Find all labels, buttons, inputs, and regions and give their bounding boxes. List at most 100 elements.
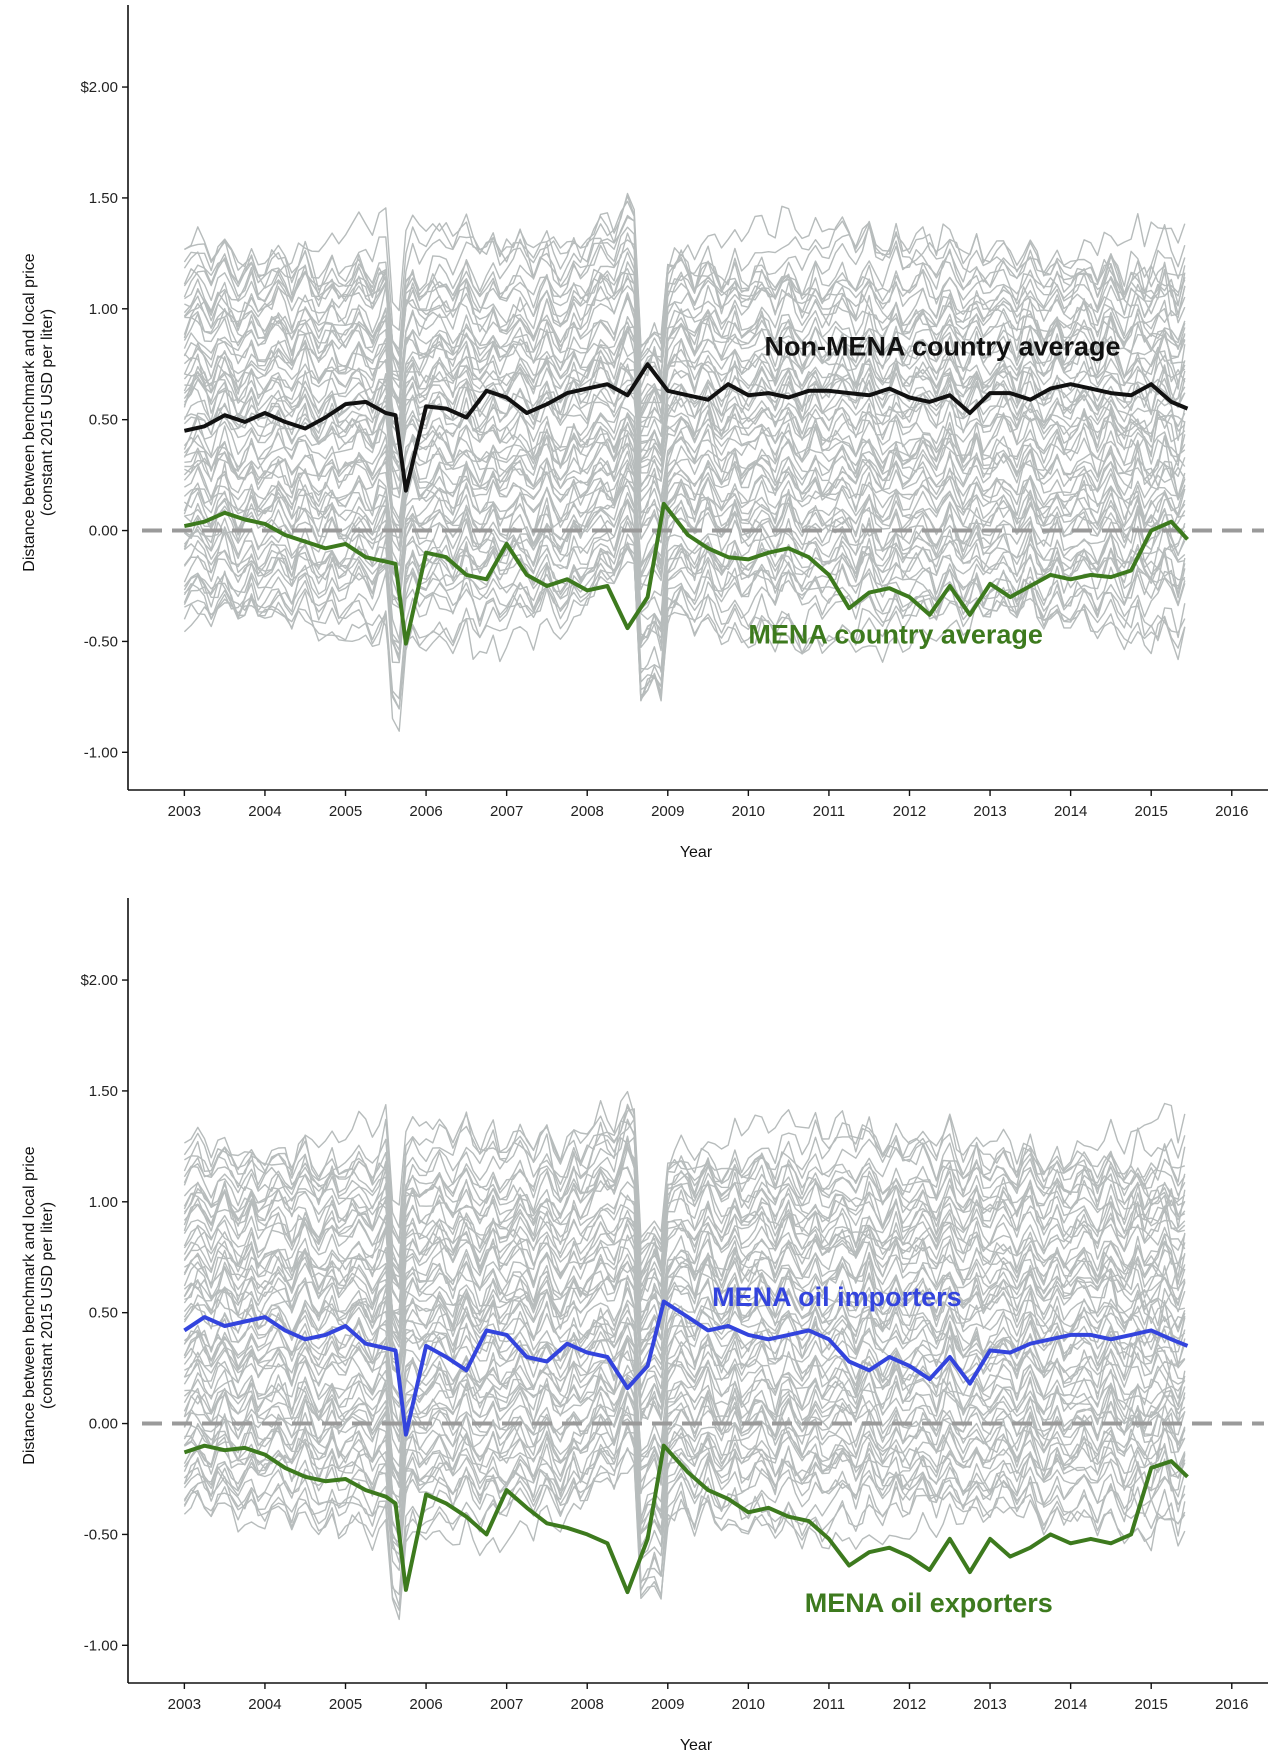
background-series-line xyxy=(184,1199,1186,1331)
y-axis-subtitle: (constant 2015 USD per liter) xyxy=(39,1202,56,1409)
background-series-line xyxy=(183,316,1186,460)
background-series-line xyxy=(183,1418,1186,1557)
background-series-line xyxy=(183,1274,1186,1377)
background-series-line xyxy=(183,406,1186,532)
x-tick-label: 2003 xyxy=(168,1696,201,1713)
background-series-line xyxy=(183,200,1186,381)
background-series-line xyxy=(183,344,1186,474)
x-tick-label: 2016 xyxy=(1215,1696,1248,1713)
y-tick-label: 0.50 xyxy=(89,1305,118,1322)
background-series-line xyxy=(183,1426,1186,1621)
x-axis-title: Year xyxy=(680,844,713,861)
background-series-line xyxy=(183,292,1186,412)
series-label-2: MENA oil exporters xyxy=(805,1588,1053,1618)
x-tick-label: 2016 xyxy=(1215,803,1248,820)
series-label-2: MENA country average xyxy=(748,620,1043,650)
background-series-line xyxy=(183,251,1186,405)
background-series-line xyxy=(183,1377,1186,1564)
background-series-line xyxy=(183,205,1186,362)
background-series-line xyxy=(183,1427,1186,1592)
series-label-1: MENA oil importers xyxy=(712,1282,962,1312)
x-axis-title: Year xyxy=(680,1737,713,1754)
x-tick-label: 2014 xyxy=(1054,1696,1087,1713)
series-line-1 xyxy=(183,1299,1189,1437)
background-series-line xyxy=(183,1135,1186,1316)
background-series-line xyxy=(183,220,1186,381)
background-series-line xyxy=(183,261,1186,416)
background-series-line xyxy=(183,1194,1186,1326)
background-series-line xyxy=(184,307,1186,437)
background-series-line xyxy=(183,1292,1186,1421)
series-line-2 xyxy=(183,501,1189,646)
x-tick-label: 2009 xyxy=(651,1696,684,1713)
x-tick-label: 2006 xyxy=(409,1696,442,1713)
background-series-line xyxy=(184,1391,1186,1535)
background-series-line xyxy=(183,1208,1186,1335)
x-tick-label: 2009 xyxy=(651,803,684,820)
background-series-line xyxy=(184,1366,1186,1495)
background-series-line xyxy=(183,541,1186,702)
x-tick-label: 2010 xyxy=(732,1696,765,1713)
series-line-2 xyxy=(183,1443,1189,1595)
x-tick-label: 2014 xyxy=(1054,803,1087,820)
background-series-line xyxy=(183,216,1186,378)
chart-panel-1: Non-MENA country average MENA country ave… xyxy=(21,5,1268,861)
y-tick-label: 0.50 xyxy=(89,412,118,429)
background-series-line xyxy=(184,1111,1186,1277)
x-tick-label: 2013 xyxy=(973,803,1006,820)
background-series-line xyxy=(184,1090,1186,1268)
y-tick-label: -0.50 xyxy=(84,1526,118,1543)
background-series-line xyxy=(183,355,1186,474)
y-tick-label: -1.00 xyxy=(84,744,118,761)
x-tick-label: 2004 xyxy=(248,803,281,820)
background-series-line xyxy=(183,1229,1186,1349)
x-tick-label: 2015 xyxy=(1135,1696,1168,1713)
background-series-line xyxy=(183,1240,1186,1366)
background-series-line xyxy=(183,442,1186,540)
background-series-line xyxy=(183,1444,1186,1597)
x-tick-label: 2008 xyxy=(571,1696,604,1713)
y-tick-label: -0.50 xyxy=(84,633,118,650)
x-tick-label: 2013 xyxy=(973,1696,1006,1713)
background-series-line xyxy=(184,1382,1186,1536)
x-tick-label: 2011 xyxy=(813,1696,845,1713)
x-tick-label: 2015 xyxy=(1135,803,1168,820)
background-series-line xyxy=(183,1422,1186,1612)
background-series-line xyxy=(184,1351,1186,1492)
y-axis-title: Distance between benchmark and local pri… xyxy=(21,1146,38,1465)
x-tick-label: 2012 xyxy=(893,803,926,820)
background-series-line xyxy=(183,247,1186,420)
background-series-line xyxy=(183,1251,1186,1373)
x-tick-label: 2005 xyxy=(329,1696,362,1713)
background-series-group xyxy=(183,1090,1186,1621)
x-tick-label: 2008 xyxy=(571,803,604,820)
x-tick-label: 2006 xyxy=(409,803,442,820)
y-axis-subtitle: (constant 2015 USD per liter) xyxy=(39,309,56,516)
background-series-line xyxy=(184,403,1186,529)
background-series-line xyxy=(183,314,1186,452)
background-series-line xyxy=(184,264,1186,415)
background-series-line xyxy=(183,488,1186,643)
background-series-line xyxy=(184,402,1186,502)
y-tick-label: 0.00 xyxy=(89,523,118,540)
background-series-line xyxy=(183,547,1186,702)
chart-panel-2: MENA oil importers MENA oil exporters -1.0… xyxy=(21,898,1268,1754)
background-series-group xyxy=(183,192,1186,732)
background-series-line xyxy=(183,1106,1186,1289)
x-tick-label: 2007 xyxy=(490,1696,523,1713)
background-series-line xyxy=(183,1168,1186,1321)
series-line-1 xyxy=(183,362,1189,493)
x-tick-label: 2012 xyxy=(893,1696,926,1713)
x-tick-label: 2011 xyxy=(813,803,845,820)
x-tick-label: 2010 xyxy=(732,803,765,820)
background-series-line xyxy=(183,342,1186,453)
y-tick-label: 1.50 xyxy=(89,190,118,207)
background-series-line xyxy=(183,1280,1186,1443)
background-series-line xyxy=(184,1246,1186,1377)
background-series-line xyxy=(183,359,1186,486)
background-series-line xyxy=(183,355,1186,490)
background-series-line xyxy=(183,1383,1186,1521)
y-tick-label: $2.00 xyxy=(80,79,118,96)
background-series-line xyxy=(184,261,1186,405)
